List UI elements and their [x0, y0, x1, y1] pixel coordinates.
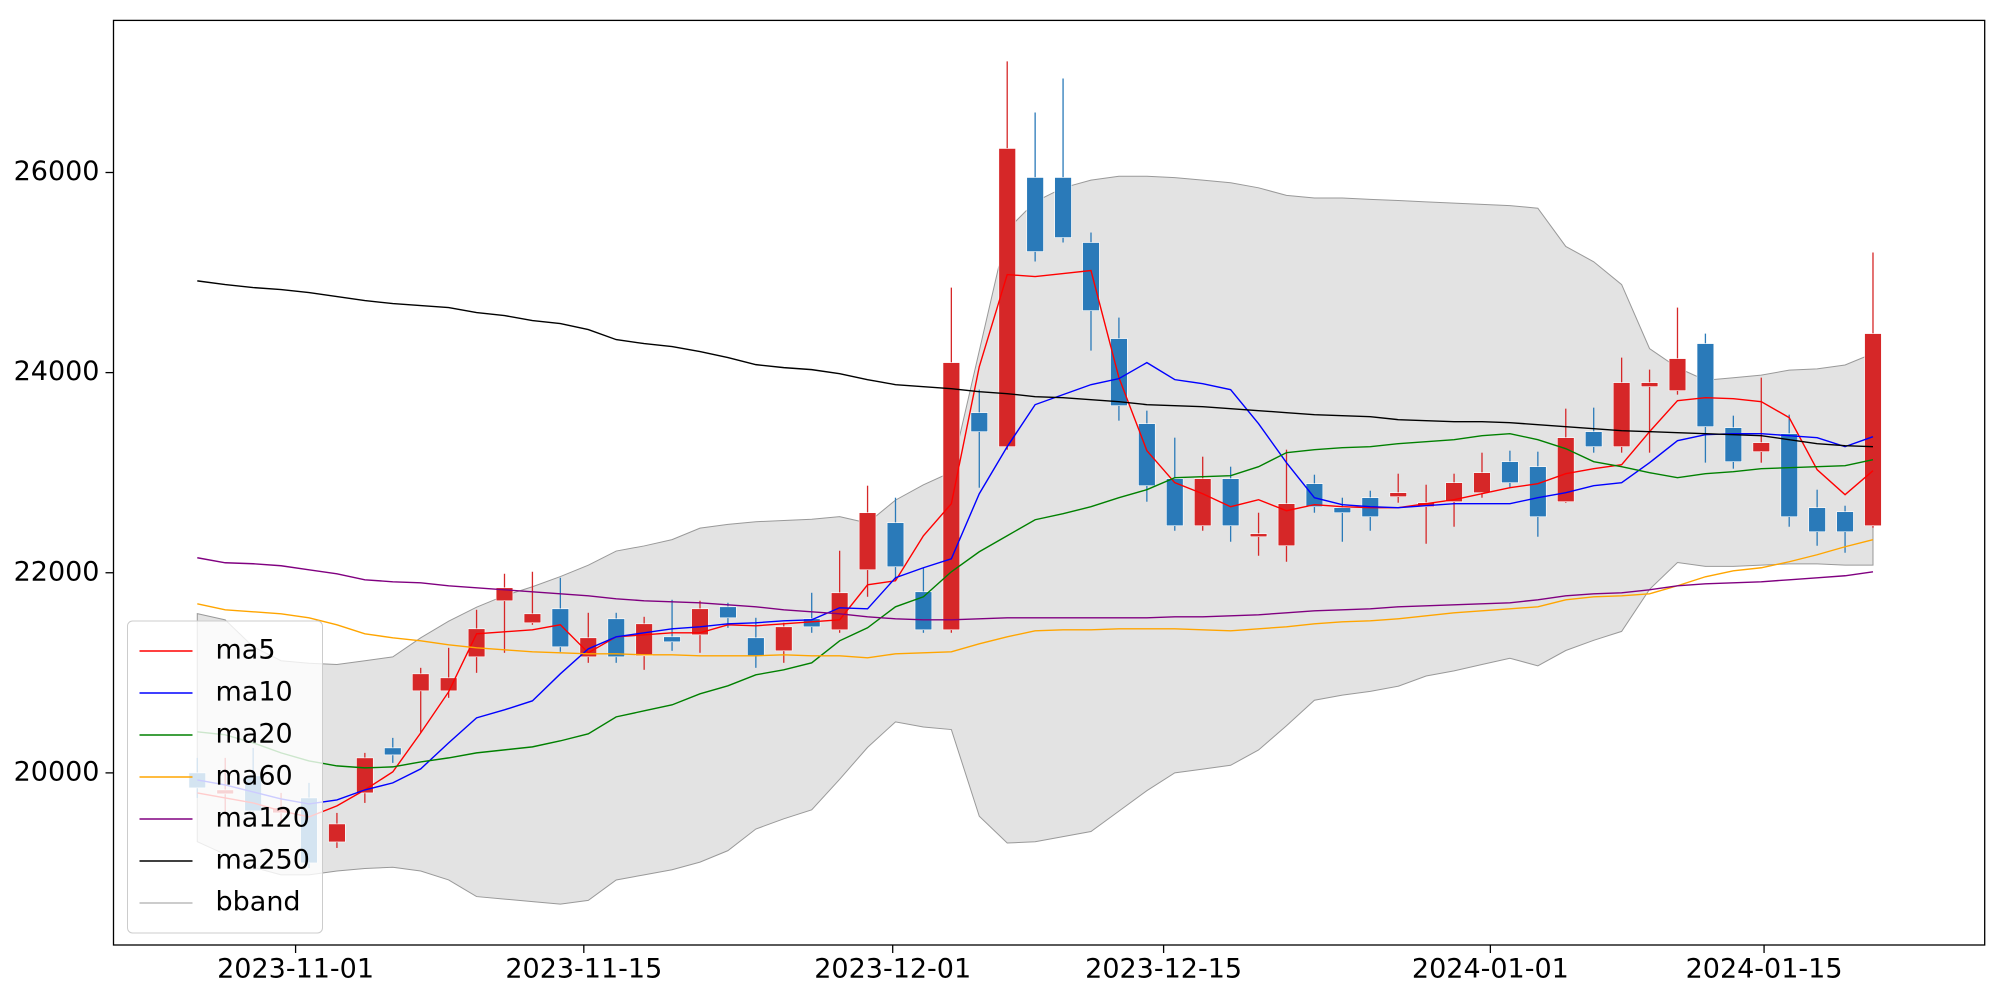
ma-line — [197, 539, 1874, 659]
legend-box — [127, 620, 323, 934]
candle-body — [1752, 442, 1770, 452]
candle-body — [747, 637, 765, 657]
x-tick-label: 2023-11-15 — [505, 954, 662, 985]
ma-line — [197, 280, 1874, 448]
ma-line — [197, 432, 1874, 769]
x-tick-label: 2023-12-15 — [1085, 954, 1242, 985]
candle-body — [1166, 478, 1184, 527]
candle-body — [1836, 511, 1854, 533]
candle-body — [1221, 478, 1240, 527]
candle-body — [1808, 507, 1826, 533]
candle-body — [1277, 503, 1296, 547]
candle-body — [467, 628, 486, 658]
candle-body — [858, 512, 877, 571]
candle-body — [356, 757, 374, 794]
candle-body — [1501, 461, 1519, 484]
candle-body — [719, 606, 737, 619]
candle-body — [1864, 333, 1882, 527]
axes-frame — [112, 19, 1986, 946]
candle-body — [886, 522, 905, 568]
candle-body — [1389, 492, 1407, 498]
candle-body — [1445, 482, 1463, 503]
x-tick-label: 2024-01-15 — [1686, 954, 1843, 985]
candle-body — [1138, 423, 1156, 487]
candle-body — [1026, 177, 1044, 252]
candle-body — [942, 362, 961, 631]
candle-body — [1333, 507, 1352, 514]
candle-body — [830, 592, 849, 631]
candle-body — [1585, 431, 1603, 447]
candle-body — [1612, 382, 1631, 447]
candle-body — [1473, 472, 1491, 494]
candle-body — [1780, 433, 1798, 518]
legend-label: ma20 — [216, 719, 293, 750]
candle-body — [1640, 382, 1659, 387]
candle-body — [663, 636, 681, 643]
candle-body — [1668, 358, 1687, 391]
candle-body — [1724, 427, 1743, 462]
candle-body — [384, 747, 402, 756]
candle-body — [495, 587, 514, 602]
legend-label: ma5 — [216, 635, 276, 666]
plot — [188, 61, 1882, 905]
ma-line — [197, 269, 1874, 818]
x-tick-label: 2023-11-01 — [217, 954, 374, 985]
legend-label: ma60 — [216, 761, 293, 792]
ma-line — [197, 361, 1874, 805]
y-tick-label: 22000 — [14, 556, 100, 587]
candle-body — [412, 673, 430, 692]
legend-label: ma250 — [216, 845, 310, 876]
y-tick-label: 26000 — [14, 156, 100, 187]
x-tick-label: 2024-01-01 — [1412, 954, 1569, 985]
candle-body — [328, 823, 346, 843]
legend-label: bband — [216, 887, 301, 918]
candle-body — [607, 618, 625, 658]
y-tick-label: 20000 — [14, 756, 100, 787]
candle-body — [1529, 466, 1547, 518]
band-area — [196, 175, 1874, 905]
candle-body — [1082, 242, 1100, 311]
candle-body — [691, 608, 709, 636]
candle-body — [1696, 343, 1715, 427]
candle-body — [1557, 437, 1575, 503]
y-tick-label: 24000 — [14, 356, 100, 387]
legend: ma5 ma10 ma20 ma60 ma120 ma250 bband — [127, 620, 323, 934]
candle-body — [775, 626, 793, 652]
candle-body — [970, 412, 988, 432]
candle-body — [1110, 338, 1128, 406]
ma-line — [197, 557, 1874, 621]
legend-label: ma10 — [216, 677, 293, 708]
candle-body — [1194, 478, 1212, 527]
candle-body — [523, 613, 542, 624]
candle-body — [998, 148, 1016, 447]
candle-body — [1305, 483, 1324, 508]
candle-body — [635, 623, 653, 657]
candle-body — [1054, 177, 1072, 238]
x-tick-label: 2023-12-01 — [814, 954, 971, 985]
candle-body — [551, 608, 570, 648]
legend-label: ma120 — [216, 803, 310, 834]
candle-body — [1249, 533, 1268, 538]
